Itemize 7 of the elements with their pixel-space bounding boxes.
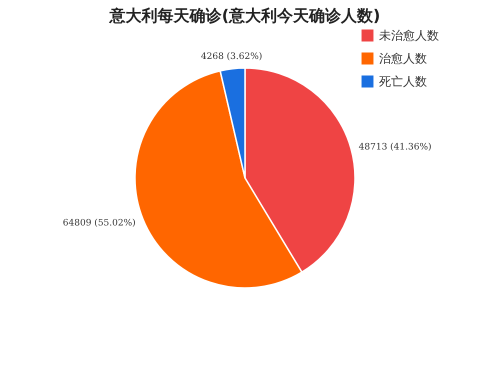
legend-label: 未治愈人数 — [379, 28, 439, 42]
legend-label: 死亡人数 — [379, 74, 427, 88]
data-label: 48713 (41.36%) — [358, 142, 432, 152]
chart-title: 意大利每天确诊(意大利今天确诊人数) — [108, 6, 380, 25]
legend-label: 治愈人数 — [379, 52, 427, 66]
data-label: 64809 (55.02%) — [62, 218, 136, 228]
data-label: 4268 (3.62%) — [200, 52, 262, 62]
